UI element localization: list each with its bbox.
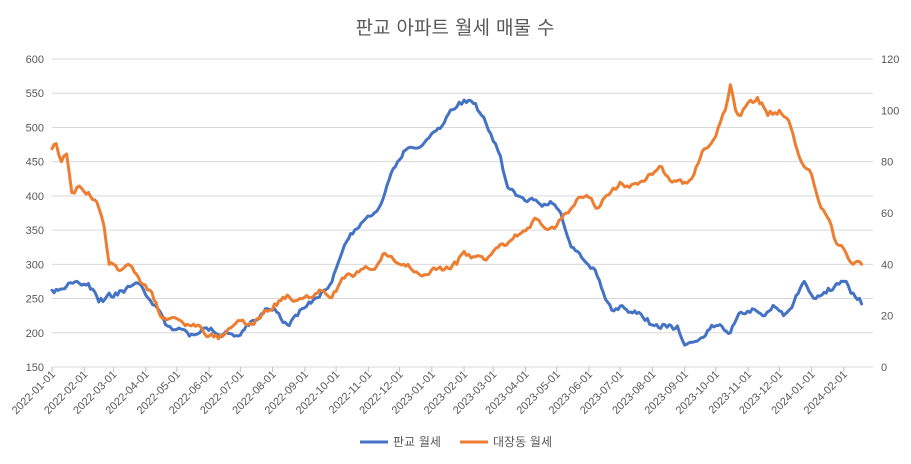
left-tick-label: 300 [26,259,44,271]
left-axis-ticks: 150 200 250 300 350 400 450 500 550 600 [26,54,44,374]
right-tick-label: 120 [881,54,899,66]
series-line-0 [50,98,864,347]
right-axis-ticks: 0 20 40 60 80 100 120 [881,54,899,374]
legend-label-daejang: 대장동 월세 [493,435,552,449]
left-tick-label: 450 [26,157,44,169]
left-tick-label: 400 [26,191,44,203]
series-line-1 [50,83,864,341]
right-tick-label: 0 [881,362,887,374]
left-tick-label: 600 [26,54,44,66]
left-tick-label: 200 [26,328,44,340]
left-tick-label: 350 [26,225,44,237]
left-tick-label: 150 [26,362,44,374]
left-tick-label: 250 [26,294,44,306]
right-tick-label: 60 [881,208,893,220]
left-tick-label: 500 [26,122,44,134]
left-tick-label: 550 [26,88,44,100]
series-lines [50,83,864,347]
chart-title: 판교 아파트 월세 매물 수 [356,17,555,39]
right-tick-label: 100 [881,105,899,117]
legend: 판교 월세 대장동 월세 [360,435,552,449]
x-axis-ticks: 2022-01-012022-02-012022-03-012022-04-01… [10,367,850,417]
right-tick-label: 20 [881,311,893,323]
right-tick-label: 40 [881,259,893,271]
legend-label-pangyo: 판교 월세 [393,435,441,449]
right-tick-label: 80 [881,157,893,169]
